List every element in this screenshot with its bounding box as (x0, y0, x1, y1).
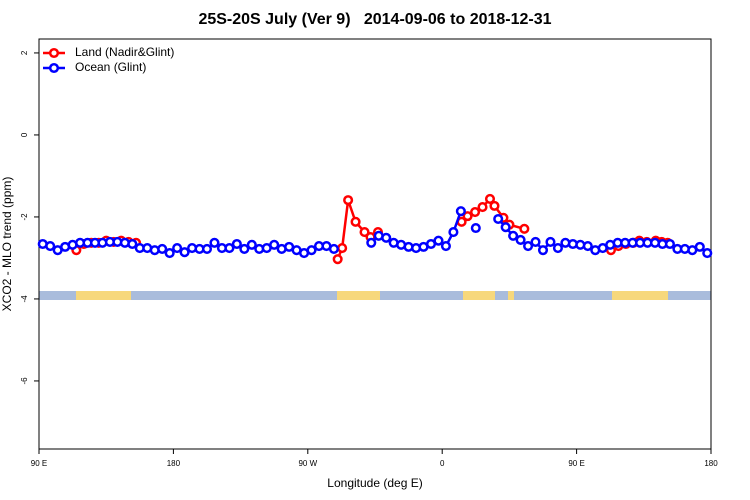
y-tick-label: -4 (20, 295, 29, 303)
land-strip (612, 291, 668, 300)
point (306, 245, 317, 256)
point (246, 239, 257, 250)
point (231, 238, 242, 250)
point (157, 243, 168, 254)
point (552, 243, 563, 254)
point (530, 236, 541, 247)
point (702, 247, 713, 259)
y-tick-label: 2 (20, 50, 29, 55)
point (523, 241, 534, 252)
x-tick-label: 90 E (568, 459, 584, 468)
point (500, 222, 511, 233)
chart-title: 25S-20S July (Ver 9) 2014-09-06 to 2018-… (198, 11, 551, 28)
point (127, 238, 138, 250)
legend-marker (48, 62, 60, 74)
point (328, 243, 339, 254)
y-tick-label: 0 (20, 132, 29, 137)
point (209, 237, 220, 248)
land-strip (337, 291, 380, 300)
x-tick-label: 180 (167, 459, 181, 468)
point (366, 237, 377, 248)
point (224, 243, 235, 254)
y-tick-label: -2 (20, 213, 29, 221)
point (537, 245, 549, 256)
land-strip (76, 291, 131, 300)
legend-label: Ocean (Glint) (75, 60, 146, 74)
point (343, 195, 354, 206)
point (350, 216, 361, 227)
land-strip (463, 291, 495, 300)
land-strip (508, 291, 514, 300)
legend-marker (48, 47, 60, 59)
x-tick-label: 0 (440, 459, 445, 468)
point (179, 247, 190, 258)
point (519, 223, 530, 234)
x-tick-label: 90 W (298, 459, 317, 468)
x-axis-label: Longitude (deg E) (327, 476, 422, 490)
point (489, 200, 500, 211)
point (582, 241, 593, 252)
point (201, 243, 213, 254)
surface-strip (39, 291, 711, 300)
point (515, 234, 526, 245)
y-axis-label: XCO2 - MLO trend (ppm) (0, 177, 14, 312)
point (508, 230, 519, 241)
point (470, 206, 481, 218)
point (337, 243, 348, 254)
point (455, 206, 466, 217)
point (493, 213, 504, 225)
point (694, 241, 705, 252)
point (470, 222, 481, 234)
point (545, 236, 556, 247)
point (462, 211, 473, 222)
point (664, 238, 675, 250)
point (359, 227, 370, 238)
point (45, 241, 56, 252)
point (172, 243, 183, 254)
legend: Land (Nadir&Glint)Ocean (Glint) (43, 45, 174, 74)
legend-label: Land (Nadir&Glint) (75, 45, 174, 59)
point (477, 202, 488, 213)
series (37, 206, 713, 259)
point (448, 227, 459, 238)
point (239, 243, 250, 254)
x-tick-label: 90 E (31, 459, 47, 468)
y-tick-label: -6 (20, 377, 29, 385)
point (484, 193, 496, 204)
x-tick-label: 180 (704, 459, 718, 468)
point (332, 254, 343, 265)
point (269, 239, 280, 250)
point (164, 247, 175, 259)
point (381, 232, 392, 243)
point (433, 235, 444, 246)
point (440, 241, 451, 252)
